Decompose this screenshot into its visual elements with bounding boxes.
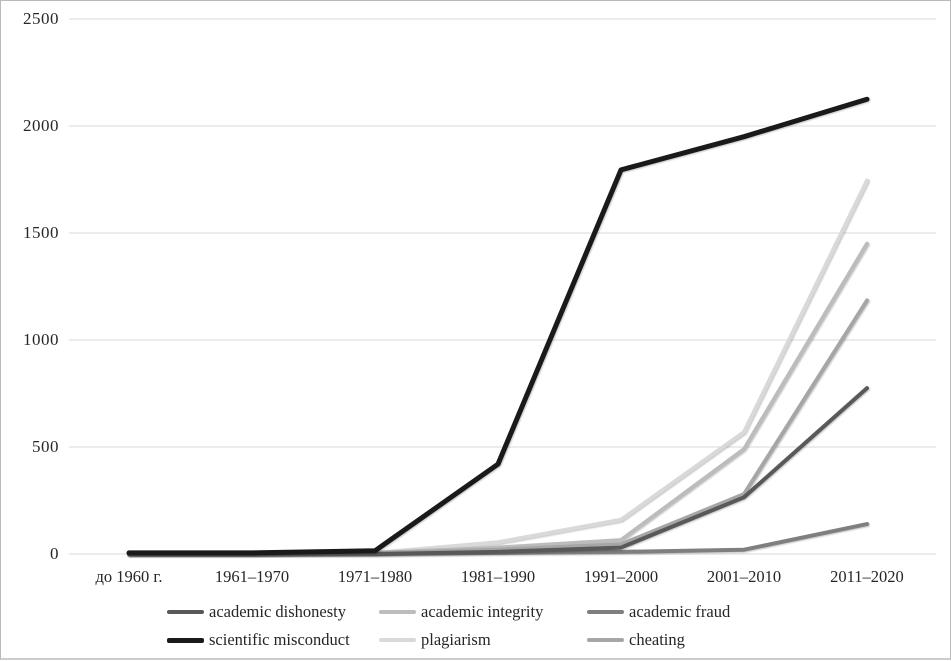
x-tick-label-5: 2001–2010	[706, 567, 782, 586]
legend-swatch-cheating	[587, 638, 624, 642]
y-tick-label-500: 500	[32, 437, 59, 456]
legend-label-academic-integrity: academic integrity	[421, 602, 544, 621]
y-tick-label-1500: 1500	[23, 223, 59, 242]
legend-swatch-academic-fraud	[587, 610, 624, 614]
series-line-scientific-misconduct	[126, 96, 870, 556]
x-tick-label-4: 1991–2000	[583, 567, 659, 586]
series-line-academic-integrity	[127, 241, 869, 556]
legend-item-scientific-misconduct: scientific misconduct	[167, 629, 350, 651]
legend-label-cheating: cheating	[629, 630, 685, 649]
y-tick-label-1000: 1000	[23, 330, 59, 349]
legend-label-scientific-misconduct: scientific misconduct	[209, 630, 350, 649]
legend-item-plagiarism: plagiarism	[379, 629, 491, 651]
legend-item-academic-integrity: academic integrity	[379, 601, 543, 623]
x-tick-label-0: до 1960 г.	[95, 567, 163, 586]
legend-item-cheating: cheating	[587, 629, 685, 651]
x-tick-label-6: 2011–2020	[830, 567, 904, 586]
legend-label-academic-dishonesty: academic dishonesty	[209, 602, 346, 621]
y-tick-label-0: 0	[50, 544, 59, 563]
legend-swatch-academic-dishonesty	[167, 610, 204, 614]
legend-swatch-plagiarism	[379, 638, 416, 642]
legend-swatch-scientific-misconduct	[167, 637, 204, 643]
x-tick-label-1: 1961–1970	[214, 567, 290, 586]
legend-label-plagiarism: plagiarism	[421, 630, 491, 649]
x-tick-label-3: 1981–1990	[460, 567, 536, 586]
legend-item-academic-dishonesty: academic dishonesty	[167, 601, 346, 623]
y-tick-label-2000: 2000	[23, 116, 59, 135]
legend-item-academic-fraud: academic fraud	[587, 601, 730, 623]
legend-label-academic-fraud: academic fraud	[629, 602, 731, 621]
x-tick-label-2: 1971–1980	[337, 567, 413, 586]
y-tick-label-2500: 2500	[23, 9, 59, 28]
series-line-plagiarism	[127, 178, 869, 556]
legend-swatch-academic-integrity	[379, 610, 416, 614]
